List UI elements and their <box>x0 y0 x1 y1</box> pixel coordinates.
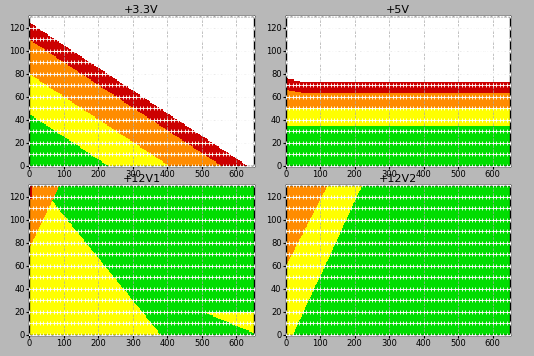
Title: +3.3V: +3.3V <box>124 5 159 15</box>
Title: +12V1: +12V1 <box>122 174 161 184</box>
Title: +12V2: +12V2 <box>379 174 417 184</box>
Title: +5V: +5V <box>386 5 410 15</box>
